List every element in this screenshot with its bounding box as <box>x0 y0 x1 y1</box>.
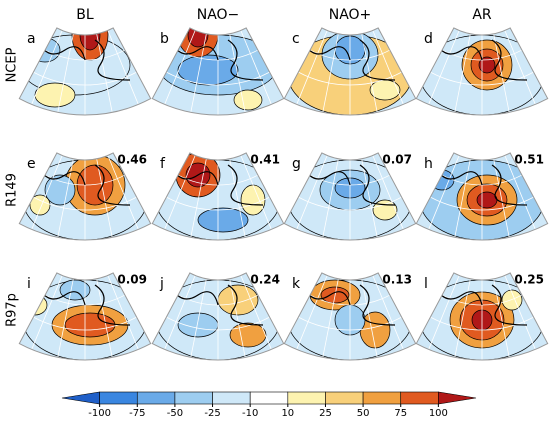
colorbar-tick-label: 50 <box>357 408 370 417</box>
correlation-value: 0.46 <box>117 153 147 167</box>
panel-letter: a <box>27 31 36 47</box>
row-label: R97p <box>5 293 20 327</box>
correlation-value: 0.24 <box>250 273 280 287</box>
colorbar-tick-label: -100 <box>88 408 111 417</box>
panel-letter: j <box>159 276 164 292</box>
field-blob <box>230 323 266 347</box>
field-blob <box>241 185 265 215</box>
panel-letter: f <box>160 156 166 172</box>
panel-letter: c <box>292 31 300 47</box>
column-header: NAO+ <box>329 7 372 23</box>
field-blob <box>218 285 258 315</box>
field-blob <box>234 90 262 110</box>
field-blob <box>430 170 454 190</box>
colorbar-tick-label: 25 <box>319 408 332 417</box>
colorbar-tick-label: -75 <box>129 408 145 417</box>
colorbar-bin <box>100 392 138 404</box>
field-blob <box>35 83 75 107</box>
figure: NCEP a b c d R149 e 0.46 f 0.41 g 0.07 h 0.51 R97p i 0.0… <box>0 0 555 417</box>
map-panel <box>152 13 283 115</box>
column-header: AR <box>472 7 492 23</box>
panel-letter: e <box>27 156 36 172</box>
colorbar-tick-label: 10 <box>281 408 294 417</box>
correlation-value: 0.13 <box>382 273 412 287</box>
panel-letter: d <box>424 31 433 47</box>
colorbar-tick-label: -10 <box>242 408 258 417</box>
panel-letter: k <box>292 276 301 292</box>
colorbar-bin <box>363 392 401 404</box>
field-blob <box>477 192 497 208</box>
field-blob <box>373 200 397 220</box>
panel-letter: b <box>160 31 169 47</box>
panel-letter: i <box>27 276 31 292</box>
column-header: BL <box>76 7 94 23</box>
colorbar-tick-label: -50 <box>167 408 183 417</box>
field-blob <box>188 23 208 47</box>
panel-letter: h <box>424 156 433 172</box>
colorbar-bin <box>175 392 213 404</box>
correlation-value: 0.51 <box>514 153 544 167</box>
correlation-value: 0.07 <box>382 153 412 167</box>
map-panel <box>416 28 547 115</box>
row-label: R149 <box>5 173 20 207</box>
colorbar-extend <box>62 392 100 404</box>
colorbar-bin <box>137 392 175 404</box>
correlation-value: 0.25 <box>514 273 544 287</box>
map-panel <box>284 28 415 115</box>
correlation-value: 0.09 <box>117 273 147 287</box>
column-header: NAO− <box>197 7 240 23</box>
correlation-value: 0.41 <box>250 153 280 167</box>
colorbar-tick-label: -25 <box>204 408 220 417</box>
colorbar-tick-label: 75 <box>394 408 407 417</box>
colorbar-tick-label: 100 <box>429 408 448 417</box>
colorbar-extend <box>438 392 476 404</box>
field-blob <box>60 280 90 300</box>
row-label: NCEP <box>5 47 20 82</box>
panel-letter: l <box>424 276 428 292</box>
colorbar-bin <box>250 392 288 404</box>
colorbar-bin <box>401 392 439 404</box>
colorbar-bin <box>288 392 326 404</box>
panel-letter: g <box>292 156 301 172</box>
colorbar-bin <box>213 392 251 404</box>
colorbar-bin <box>325 392 363 404</box>
field-blob <box>45 175 75 205</box>
